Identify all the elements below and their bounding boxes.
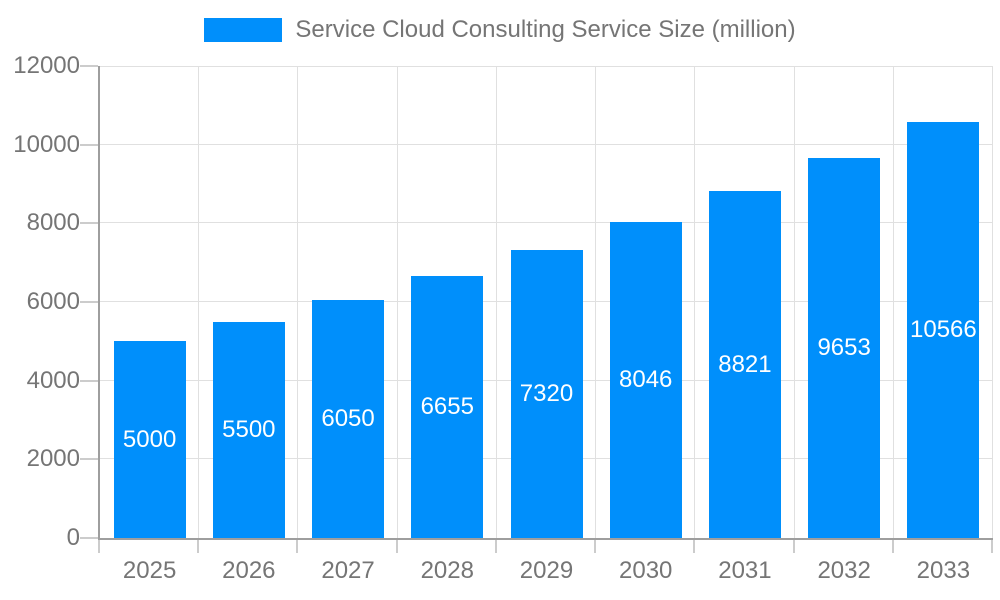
x-axis-tick	[494, 540, 497, 553]
bar[interactable]: 9653	[808, 158, 881, 538]
bar-value-label: 10566	[910, 316, 977, 344]
bar[interactable]: 10566	[907, 122, 980, 538]
x-axis-label: 2026	[222, 557, 276, 584]
x-axis-tick	[991, 540, 993, 553]
x-axis-tick	[693, 540, 696, 553]
legend-label: Service Cloud Consulting Service Size (m…	[295, 16, 796, 43]
bar-value-label: 7320	[519, 380, 574, 408]
plot-area: 5000 5500 6050 6655 7320 8046 8821 9653 10566	[98, 66, 993, 540]
x-axis-label: 2027	[321, 557, 375, 584]
bar-value-label: 8046	[619, 365, 673, 393]
bar-value-label: 6655	[420, 393, 474, 421]
x-axis-tick	[792, 540, 795, 553]
bar[interactable]: 7320	[510, 250, 583, 538]
y-axis-label: 6000	[26, 288, 80, 315]
y-axis-tick	[80, 379, 98, 382]
x-axis-label: 2033	[916, 557, 971, 584]
horizontal-gridline	[100, 66, 993, 67]
x-axis-label: 2031	[718, 557, 772, 584]
y-axis-tick	[80, 537, 98, 539]
y-axis-label: 10000	[13, 130, 80, 158]
x-axis-label: 2025	[122, 557, 177, 584]
y-axis-tick	[80, 301, 98, 303]
horizontal-gridline	[100, 222, 993, 224]
x-axis-tick	[98, 540, 100, 553]
horizontal-gridline	[100, 143, 993, 145]
bar[interactable]: 5500	[212, 321, 285, 538]
y-axis-tick	[80, 65, 98, 67]
vertical-gridline	[694, 66, 696, 538]
x-axis-tick	[296, 540, 299, 553]
vertical-gridline	[892, 66, 894, 538]
x-axis-tick	[891, 540, 894, 553]
y-axis-label: 0	[66, 524, 80, 551]
vertical-gridline	[396, 66, 398, 538]
x-axis-label: 2028	[420, 557, 474, 584]
legend[interactable]: Service Cloud Consulting Service Size (m…	[0, 14, 1000, 46]
y-axis-label: 4000	[26, 366, 80, 394]
bar-value-label: 5500	[222, 415, 276, 443]
bar[interactable]: 8046	[609, 221, 682, 538]
y-axis-tick	[80, 143, 98, 146]
vertical-gridline	[495, 66, 497, 538]
y-axis-label: 8000	[26, 209, 80, 237]
x-axis-label: 2030	[619, 557, 673, 584]
bar[interactable]: 5000	[113, 341, 186, 538]
bar[interactable]: 6050	[312, 300, 385, 538]
vertical-gridline	[198, 66, 200, 538]
x-axis-label: 2029	[519, 557, 574, 584]
bar-value-label: 6050	[321, 405, 375, 433]
bar[interactable]: 8821	[708, 191, 781, 538]
x-axis-tick	[395, 540, 398, 553]
vertical-gridline	[297, 66, 299, 538]
x-axis-tick	[594, 540, 597, 553]
x-axis-tick	[197, 540, 200, 553]
bar-value-label: 5000	[122, 425, 177, 453]
legend-swatch-icon	[204, 18, 283, 42]
x-axis-label: 2032	[817, 557, 871, 584]
vertical-gridline	[595, 66, 597, 538]
y-axis-tick	[80, 458, 98, 461]
bar-value-label: 8821	[718, 350, 772, 378]
y-axis-tick	[80, 222, 98, 225]
y-axis-label: 12000	[13, 52, 80, 79]
vertical-gridline	[793, 66, 795, 538]
vertical-gridline	[992, 66, 993, 538]
bar-value-label: 9653	[817, 334, 871, 362]
y-axis-label: 2000	[26, 445, 80, 473]
bar[interactable]: 6655	[411, 276, 484, 538]
